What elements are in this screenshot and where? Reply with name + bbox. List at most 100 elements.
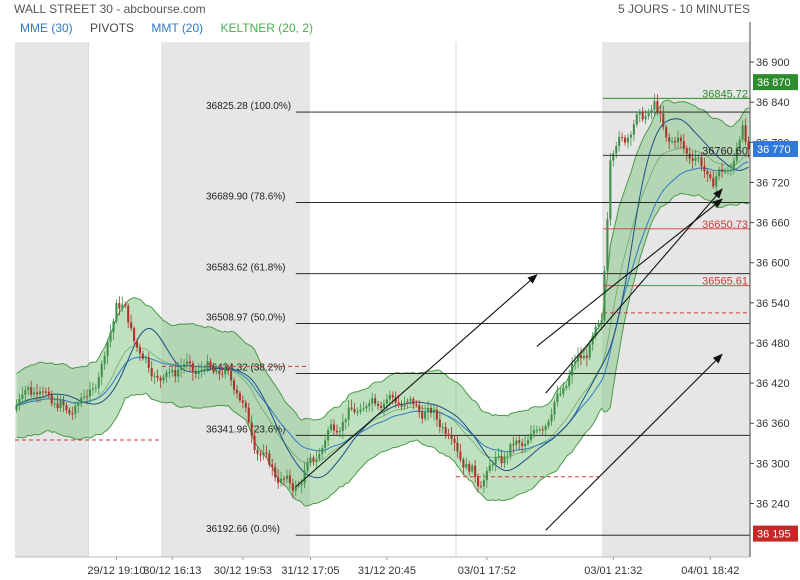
candle-body	[144, 357, 147, 359]
candle-body	[532, 430, 535, 434]
candle-body	[18, 398, 21, 406]
candle-body	[306, 462, 309, 471]
candle-body	[697, 157, 700, 159]
candle-body	[459, 451, 462, 460]
candle-body	[47, 391, 50, 395]
period-label[interactable]: 5 JOURS - 10 MINUTES	[617, 2, 750, 16]
price-tick-label: 36 480	[756, 338, 790, 350]
candle-body	[582, 355, 585, 359]
price-badge-label: 36 195	[757, 529, 791, 541]
candle-body	[391, 395, 394, 398]
candle-body	[21, 394, 24, 399]
candle-body	[332, 424, 336, 431]
candle-body	[556, 393, 559, 403]
fib-level-label: 36825.28 (100.0%)	[206, 101, 291, 112]
candle-body	[377, 403, 380, 406]
candle-body	[465, 464, 468, 468]
candle-body	[36, 392, 39, 395]
candle-body	[65, 405, 68, 411]
candle-body	[618, 136, 621, 147]
candle-body	[62, 400, 65, 406]
candle-body	[303, 470, 306, 484]
candle-body	[685, 148, 688, 154]
time-tick-label: 03/01 21:32	[584, 565, 642, 577]
candle-body	[723, 171, 727, 173]
candle-body	[288, 475, 291, 484]
candle-body	[691, 158, 694, 161]
candle-body	[679, 137, 682, 142]
candle-body	[656, 101, 659, 112]
candle-body	[427, 407, 430, 413]
candle-body	[185, 361, 189, 365]
candle-body	[503, 456, 506, 464]
candle-body	[103, 355, 106, 364]
candle-body	[397, 402, 400, 406]
legend-keltner[interactable]: KELTNER (20, 2)	[220, 21, 313, 35]
candle-body	[224, 367, 227, 374]
price-tick-label: 36 720	[756, 177, 790, 189]
candle-body	[115, 303, 118, 322]
candle-body	[341, 421, 344, 431]
candle-body	[194, 372, 197, 374]
session-shade	[15, 42, 89, 557]
candle-body	[547, 421, 550, 427]
candle-body	[174, 370, 177, 377]
candle-body	[180, 366, 183, 370]
trend-arrow	[545, 188, 723, 394]
candle-body	[538, 429, 541, 431]
candle-body	[230, 371, 233, 381]
candle-body	[406, 400, 409, 404]
candle-body	[277, 477, 280, 483]
chart-title: WALL STREET 30 - abcbourse.com	[14, 2, 206, 16]
candle-body	[527, 440, 530, 444]
candle-body	[624, 137, 627, 143]
candle-body	[374, 398, 377, 404]
legend-pivots[interactable]: PIVOTS	[90, 21, 135, 35]
fib-level-label: 36583.62 (61.8%)	[206, 263, 286, 274]
candle-body	[97, 377, 100, 388]
trend-arrow	[295, 274, 538, 488]
price-tick-label: 36 660	[756, 218, 790, 230]
candle-body	[147, 357, 150, 368]
candle-body	[206, 361, 209, 370]
candle-body	[647, 111, 650, 117]
time-tick-label: 30/12 16:13	[143, 565, 201, 577]
candle-body	[130, 322, 133, 329]
candle-body	[571, 364, 574, 376]
candle-body	[726, 170, 729, 172]
candle-body	[244, 402, 247, 408]
candle-body	[562, 387, 565, 394]
candle-body	[506, 455, 509, 457]
candle-body	[565, 385, 568, 388]
candle-body	[285, 475, 288, 480]
candle-body	[741, 125, 744, 140]
trendlines	[295, 188, 723, 531]
time-tick-label: 30/12 19:53	[214, 565, 272, 577]
candle-body	[421, 412, 424, 419]
candle-body	[30, 387, 33, 395]
candle-body	[559, 393, 562, 395]
candle-body	[309, 457, 312, 463]
candle-body	[638, 111, 641, 115]
candle-body	[688, 153, 691, 159]
candle-body	[635, 114, 638, 125]
candle-body	[71, 413, 74, 415]
candle-body	[497, 456, 500, 458]
price-badge-label: 36 870	[757, 77, 791, 89]
candles	[15, 93, 750, 499]
candle-body	[659, 111, 662, 114]
legend-mmt[interactable]: MMT (20)	[151, 21, 204, 35]
candle-body	[447, 434, 450, 436]
price-tick-label: 36 420	[756, 378, 790, 390]
candle-body	[453, 438, 456, 443]
candle-body	[474, 465, 477, 478]
candle-body	[438, 419, 441, 428]
candle-body	[300, 483, 303, 486]
candle-body	[456, 442, 459, 452]
fib-level-label: 36341.96 (23.6%)	[206, 424, 286, 435]
legend-mme[interactable]: MME (30)	[20, 21, 73, 35]
candle-body	[347, 407, 350, 420]
price-badge-low	[753, 525, 798, 542]
keltner-channel	[16, 99, 749, 507]
